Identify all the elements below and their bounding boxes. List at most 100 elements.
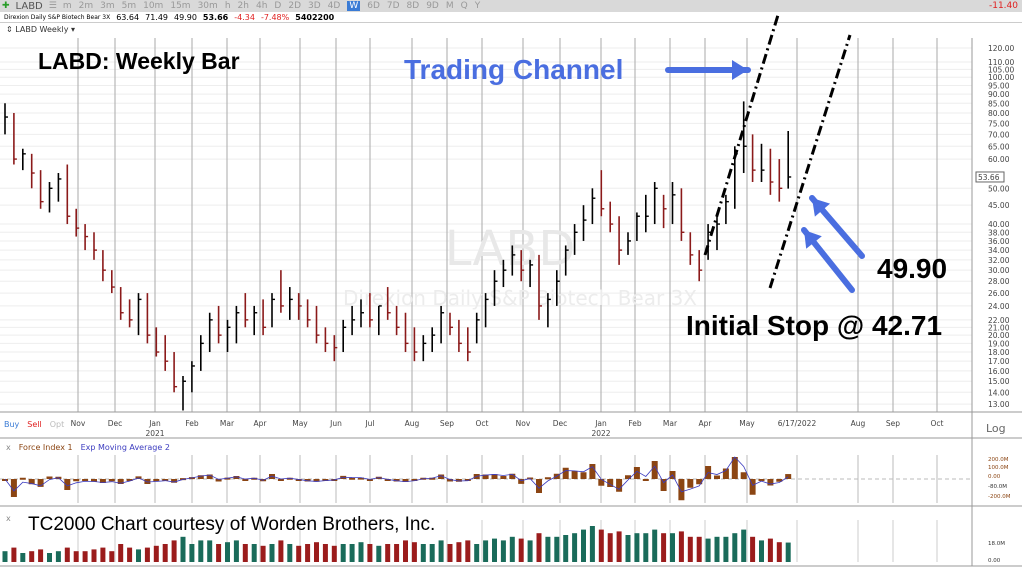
price-bar [333,335,338,362]
force-tick-label: -200.0M [988,494,1011,500]
interval-Y[interactable]: Y [474,1,481,11]
x-tick-label: Jan [594,419,607,428]
price-bar [102,250,106,282]
force-bar [322,479,329,481]
y-tick-label: 21.00 [988,323,1010,332]
force-index-label[interactable]: Force Index 1 [18,443,73,452]
opt-button[interactable]: Opt [49,420,65,429]
interval-9D[interactable]: 9D [426,1,439,11]
x-tick-label: Feb [628,419,642,428]
interval-15m[interactable]: 15m [170,1,191,11]
y-tick-label: 85.00 [988,99,1010,108]
interval-Q[interactable]: Q [460,1,468,11]
scale-mode[interactable]: Log [986,422,1006,435]
force-bar [544,477,551,480]
volume-bar [189,544,195,562]
price-bar [66,164,71,225]
force-bar [580,472,587,479]
y-tick-label: 34.00 [988,246,1010,255]
force-bar [429,477,436,480]
force-bar [509,473,516,479]
price-bar [520,250,525,282]
price-bar [449,312,453,336]
price-bar [751,134,756,183]
buy-button[interactable]: Buy [4,420,20,429]
interval-10m[interactable]: 10m [143,1,164,11]
force-bar [117,479,124,484]
open: 63.64 [116,12,140,22]
interval-7D[interactable]: 7D [386,1,400,11]
force-bar [411,479,418,481]
ema-label[interactable]: Exp Moving Average 2 [80,443,170,452]
price-bar [653,182,658,225]
y-tick-label: 17.00 [988,357,1010,366]
volume-bar [162,544,168,562]
interval-2D[interactable]: 2D [288,1,301,11]
price-bar [351,305,356,336]
interval-M[interactable]: M [445,1,454,11]
interval-3D[interactable]: 3D [308,1,321,11]
volume-bar [723,536,729,562]
force-bar [402,479,409,482]
volume-bar [242,544,248,562]
interval-h[interactable]: h [224,1,231,11]
price-bar [404,312,409,353]
interval-m[interactable]: m [62,1,72,11]
sell-button[interactable]: Sell [27,420,42,429]
interval-D[interactable]: D [274,1,282,11]
interval-30m[interactable]: 30m [197,1,218,11]
force-bar [633,467,640,479]
price-bar [742,101,747,174]
force-bar [696,479,703,485]
interval-4D[interactable]: 4D [327,1,341,11]
close-panel-icon[interactable]: x [6,443,11,452]
force-bar [447,479,453,482]
price-bar [591,188,596,225]
volume-bar [652,529,658,562]
price-bar [395,305,400,336]
interval-8D[interactable]: 8D [406,1,420,11]
force-bar [37,479,44,487]
price-bar [137,293,142,336]
force-bar [687,479,694,488]
price-bar [413,327,418,362]
interval-4h[interactable]: 4h [255,1,268,11]
y-tick-label: 13.00 [988,400,1010,409]
volume-bar [776,542,782,562]
price-bar [306,299,311,328]
interval-5m[interactable]: 5m [121,1,137,11]
interval-W[interactable]: W [347,1,361,11]
indicator-header: x Force Index 1 Exp Moving Average 2 [6,443,170,452]
volume-bar [198,540,204,562]
volume-bar [367,544,373,562]
volume-bar [474,544,480,562]
price-bar [173,352,178,393]
y-tick-label: 40.00 [988,220,1010,229]
interval-3m[interactable]: 3m [100,1,115,11]
menu-icon[interactable]: ☰ [48,1,57,11]
volume-bar [73,551,79,562]
volume-bar [314,542,319,562]
volume-bar [331,545,337,562]
close-volume-panel-icon[interactable]: x [6,514,11,523]
volume-bar [732,533,738,562]
interval-2m[interactable]: 2m [78,1,94,11]
y-tick-label: 110.00 [988,58,1014,67]
volume-bar [456,542,462,562]
symbol-field[interactable]: LABD [15,0,43,12]
interval-2h[interactable]: 2h [237,1,249,11]
price-bar [431,327,436,353]
x-tick-label: Aug [851,419,866,428]
interval-6D[interactable]: 6D [367,1,380,11]
volume-bar [687,536,693,562]
price-bar [217,305,222,344]
chart-title[interactable]: ⇕ LABD Weekly ▾ [6,25,75,34]
add-symbol-icon[interactable]: ✚ [2,1,10,11]
force-bar [598,479,605,486]
y-tick-label: 28.00 [988,277,1010,286]
force-bar [153,479,160,482]
price-bar [662,194,667,229]
price-bar [280,270,284,313]
channel-arrow-icon [665,60,751,80]
